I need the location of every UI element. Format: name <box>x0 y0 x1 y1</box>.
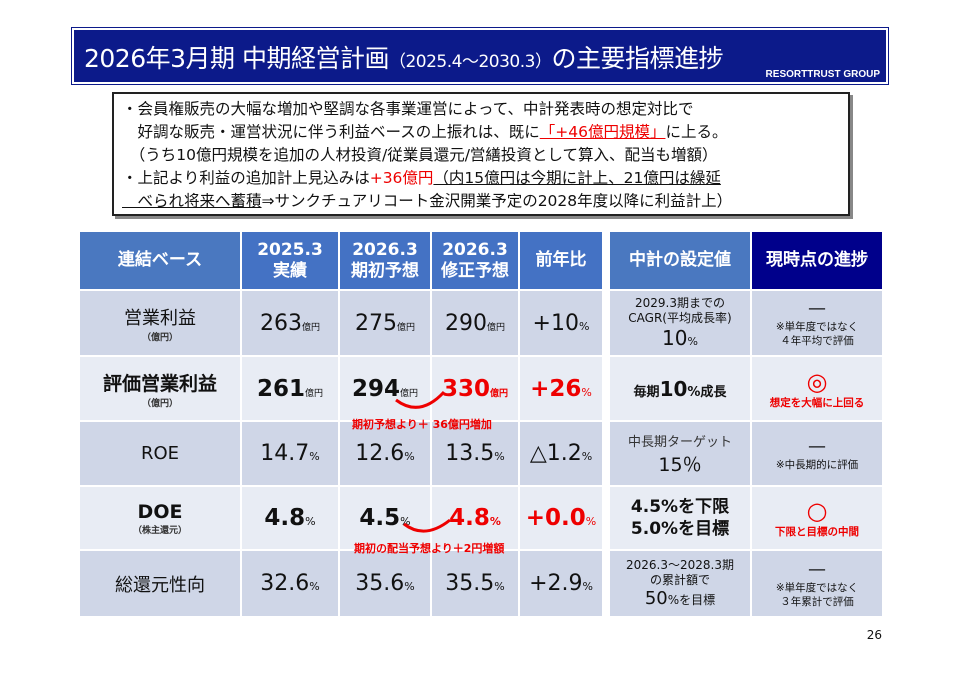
row-label: 営業利益 （億円） <box>80 291 240 355</box>
header-yoy: 前年比 <box>520 232 602 289</box>
value-2026-initial: 4.5% <box>340 487 430 549</box>
value-yoy: +10% <box>520 291 602 355</box>
value-2025-actual: 14.7% <box>242 422 338 485</box>
page-number: 26 <box>866 628 882 642</box>
annotation-profit-increase: 期初予想より＋ 36億円増加 <box>352 418 492 431</box>
header-2026-revised: 2026.3 修正予想 <box>432 232 518 289</box>
note-line: ・会員権販売の大幅な増加や堅調な各事業運営によって、中計発表時の想定対比で <box>122 100 694 118</box>
value-2025-actual: 261億円 <box>242 357 338 420</box>
annotation-dividend-increase: 期初の配当予想より＋2円増額 <box>354 542 505 555</box>
header-2025-actual: 2025.3 実績 <box>242 232 338 289</box>
target-value: 2026.3～2028.3期 の累計額で 50%を目標 <box>610 551 750 616</box>
value-2026-revised: 35.5% <box>432 551 518 616</box>
value-2025-actual: 32.6% <box>242 551 338 616</box>
value-yoy: △1.2% <box>520 422 602 485</box>
target-value: 中長期ターゲット 15％ <box>610 422 750 485</box>
target-value: 毎期10%成長 <box>610 357 750 420</box>
value-2026-initial: 275億円 <box>340 291 430 355</box>
progress-status: — ※中長期的に評価 <box>752 422 882 485</box>
value-2026-initial: 294億円 <box>340 357 430 420</box>
target-value: 4.5%を下限 5.0%を目標 <box>610 487 750 549</box>
value-yoy: +0.0% <box>520 487 602 549</box>
value-yoy: +26% <box>520 357 602 420</box>
header-2026-initial: 2026.3 期初予想 <box>340 232 430 289</box>
note-line: 好調な販売・運営状況に伴う利益ベースの上振れは、既に「+46億円規模」に上る。 <box>122 123 728 141</box>
value-2025-actual: 4.8% <box>242 487 338 549</box>
progress-mark-icon: — <box>808 298 826 319</box>
arrow-doe <box>403 518 451 533</box>
row-label: DOE （株主還元） <box>80 487 240 549</box>
value-yoy: +2.9% <box>520 551 602 616</box>
summary-box: ・会員権販売の大幅な増加や堅調な各事業運営によって、中計発表時の想定対比で 好調… <box>112 92 850 216</box>
progress-status: ◎ 想定を大幅に上回る <box>752 357 882 420</box>
progress-status: ○ 下限と目標の中間 <box>752 487 882 549</box>
value-2025-actual: 263億円 <box>242 291 338 355</box>
title-bar: 2026年3月期 中期経営計画（2025.4～2030.3）の主要指標進捗 RE… <box>71 27 889 85</box>
progress-mark-icon: ◎ <box>806 367 828 396</box>
value-2026-revised: 13.5% <box>432 422 518 485</box>
header-base: 連結ベース <box>80 232 240 289</box>
value-2026-initial: 35.6% <box>340 551 430 616</box>
page-title: 2026年3月期 中期経営計画（2025.4～2030.3）の主要指標進捗 <box>84 44 723 73</box>
brand-logo: RESORTTRUST GROUP <box>765 69 880 80</box>
value-2026-revised: 330億円 <box>432 357 518 420</box>
row-label: 評価営業利益 （億円） <box>80 357 240 420</box>
header-progress: 現時点の進捗 <box>752 232 882 289</box>
progress-status: — ※単年度ではなく ３年累計で評価 <box>752 551 882 616</box>
progress-mark-icon: — <box>808 435 826 457</box>
header-target: 中計の設定値 <box>610 232 750 289</box>
note-line: ・上記より利益の追加計上見込みは+36億円（内15億円は今期に計上、21億円は繰… <box>122 169 721 187</box>
progress-mark-icon: — <box>808 558 826 580</box>
progress-status: — ※単年度ではなく ４年平均で評価 <box>752 291 882 355</box>
value-2026-initial: 12.6% <box>340 422 430 485</box>
row-label: ROE <box>80 422 240 485</box>
target-value: 2029.3期までの CAGR(平均成長率) 10% <box>610 291 750 355</box>
note-line: べられ将来へ蓄積⇒サンクチュアリコート金沢開業予定の2028年度以降に利益計上） <box>122 192 733 210</box>
note-line: （うち10億円規模を追加の人材投資/従業員還元/営繕投資として算入、配当も増額） <box>122 146 718 164</box>
arrow-profit <box>395 390 446 409</box>
value-2026-revised: 290億円 <box>432 291 518 355</box>
value-2026-revised: 4.8% <box>432 487 518 549</box>
progress-mark-icon: ○ <box>806 497 828 525</box>
row-label: 総還元性向 <box>80 551 240 616</box>
